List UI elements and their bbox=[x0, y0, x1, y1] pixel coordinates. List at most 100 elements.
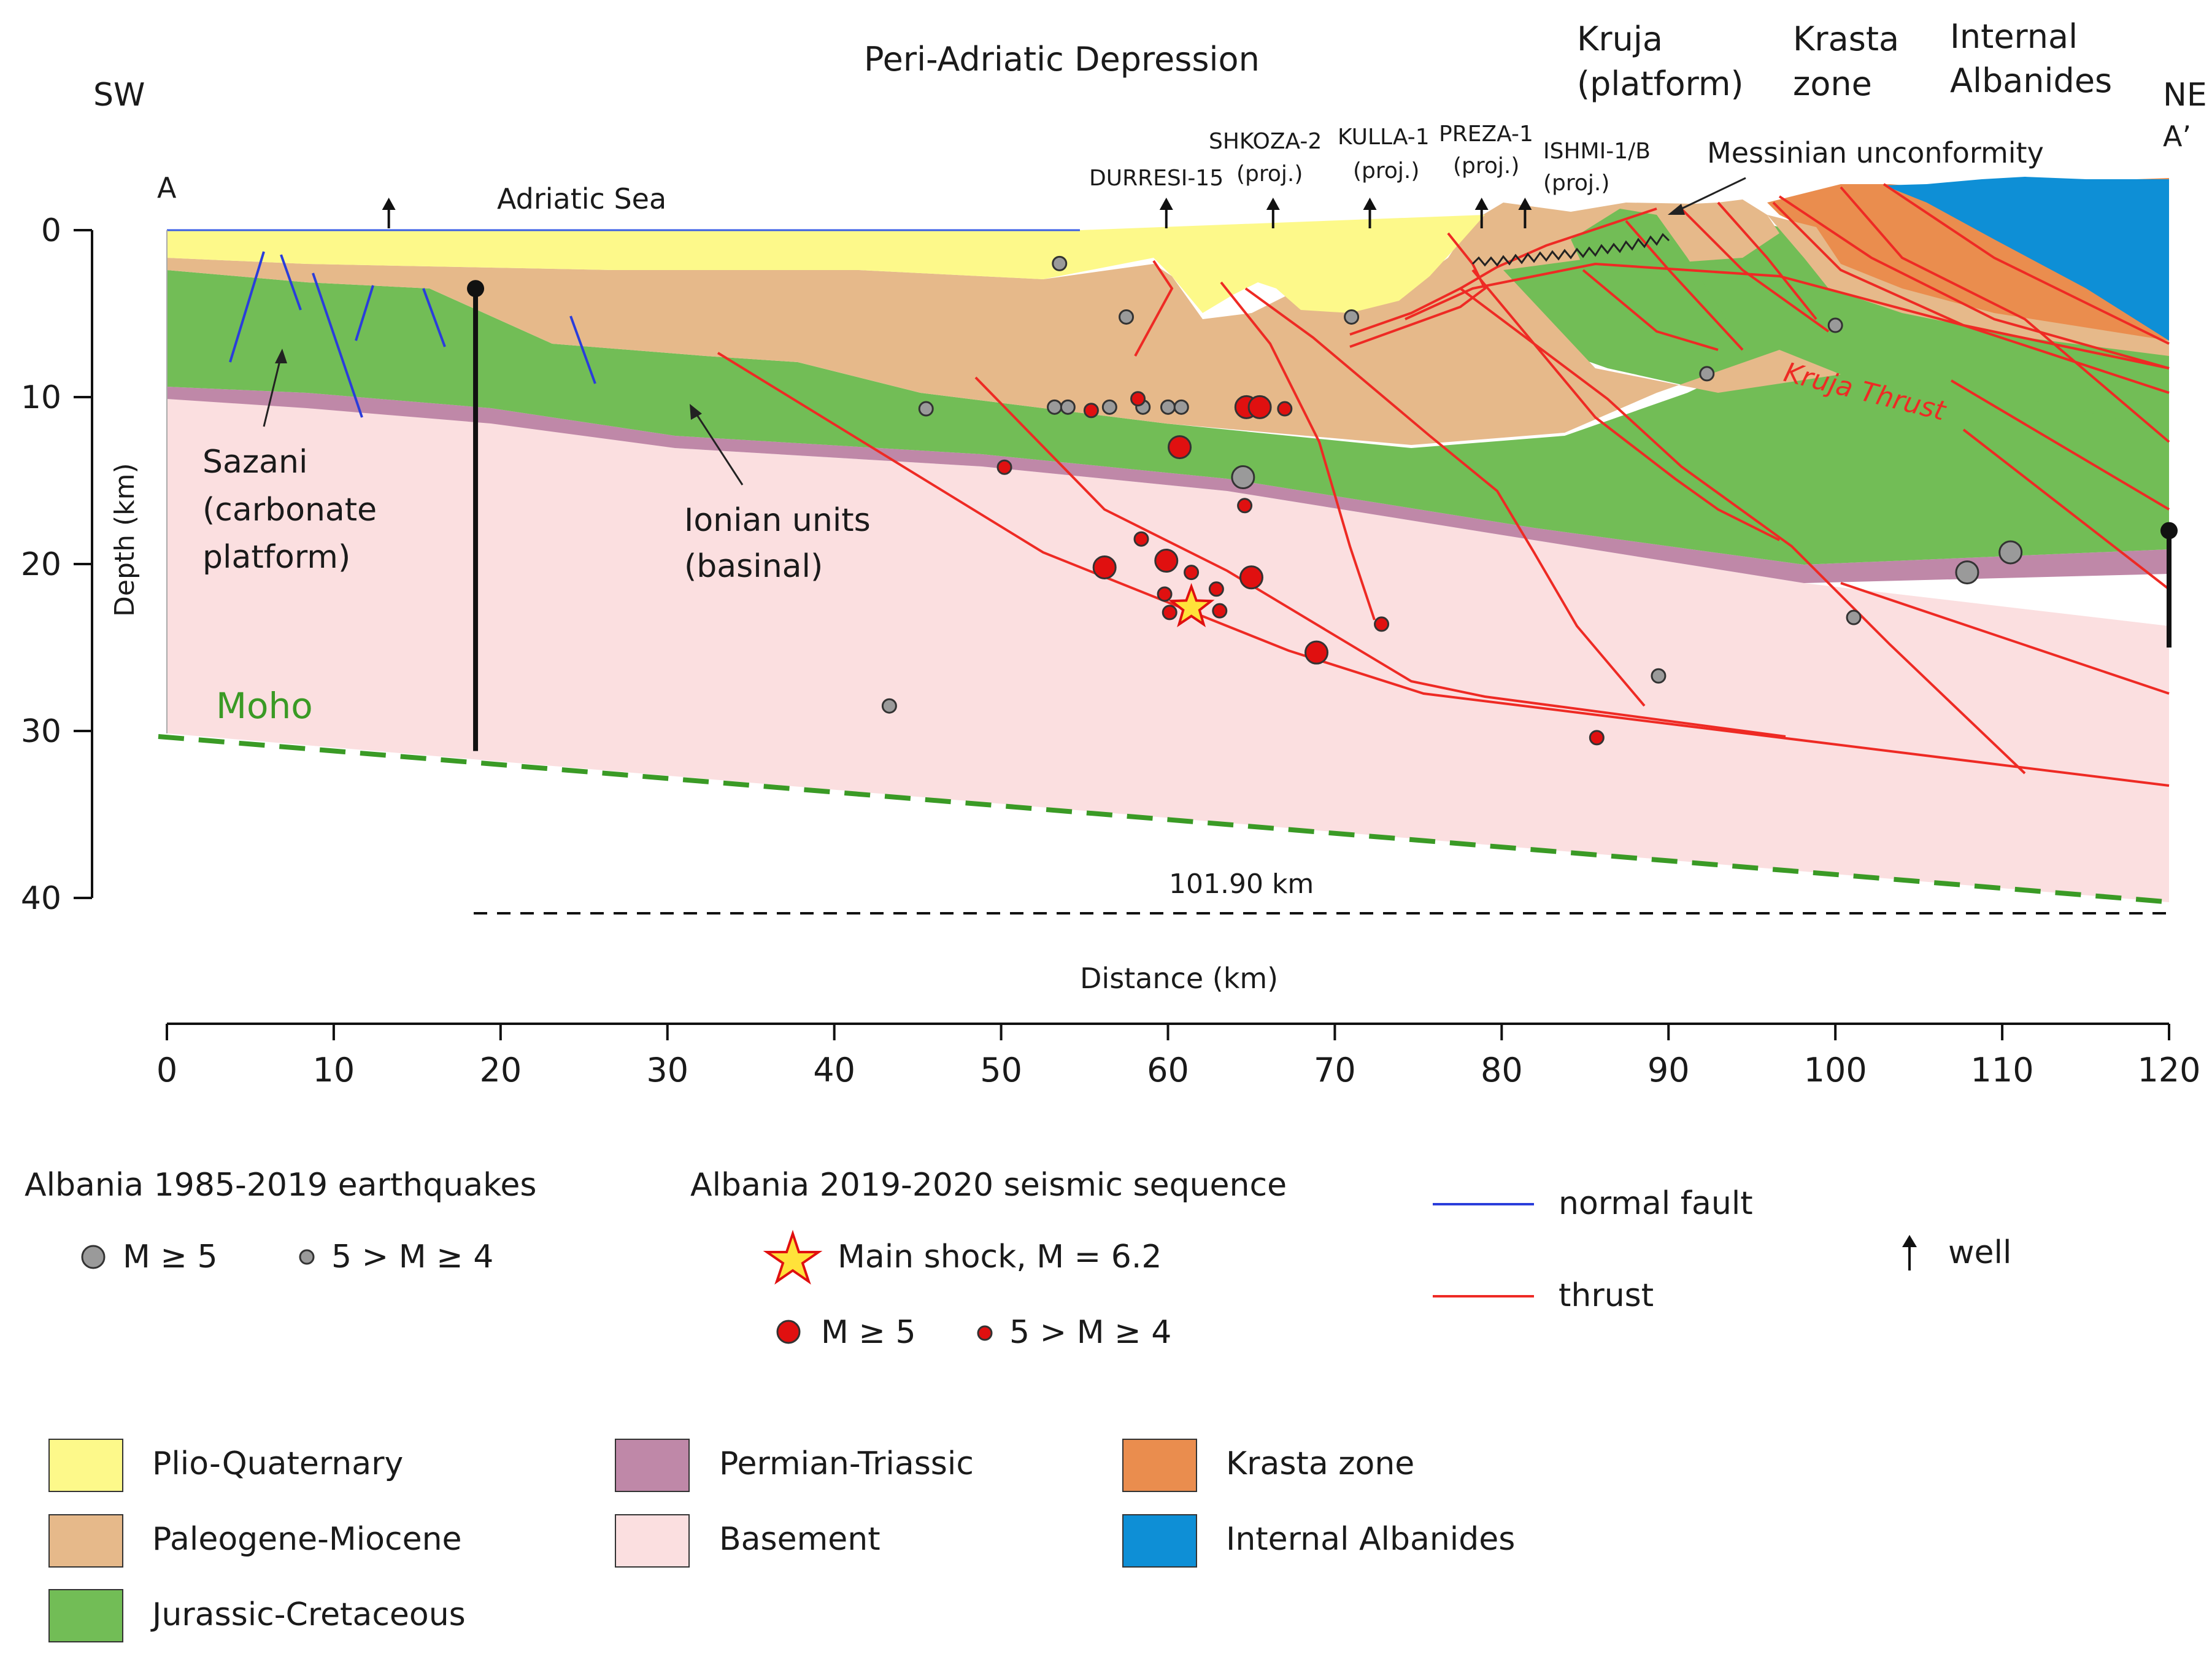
distance-tick-label: 100 bbox=[1804, 1051, 1867, 1089]
earthquake-1985-2019 bbox=[1651, 668, 1667, 684]
earthquake-2019-2020 bbox=[1208, 581, 1224, 597]
earthquake-2019-2020 bbox=[1304, 640, 1329, 665]
well-kulla-1: KULLA-1 bbox=[1338, 125, 1430, 150]
sazani-pointer-head bbox=[275, 349, 287, 363]
distance-tick-label: 110 bbox=[1971, 1051, 2034, 1089]
distance-tick-label: 10 bbox=[313, 1051, 355, 1089]
legend-internal-albanides: Internal Albanides bbox=[1226, 1521, 1515, 1558]
normal-fault bbox=[280, 254, 302, 311]
legend-old-m5-marker bbox=[81, 1245, 106, 1269]
earthquake-2019-2020 bbox=[1157, 586, 1173, 602]
swatch-krasta-zone bbox=[1122, 1439, 1197, 1492]
earthquake-1985-2019 bbox=[1052, 255, 1068, 271]
messinian-unconformity bbox=[1471, 233, 1670, 267]
depth-tick-label: 10 bbox=[21, 379, 61, 416]
unit-kruja-wedge bbox=[1571, 209, 1730, 344]
distance-ticks: 0 10 20 30 40 50 60 70 80 90 100 110 120 bbox=[156, 1024, 2201, 1089]
earthquake-1985-2019 bbox=[1047, 399, 1063, 415]
depth-ticks: 0 10 20 30 40 bbox=[21, 212, 92, 917]
unit-permian-triassic bbox=[167, 387, 2169, 583]
ionian-pointer bbox=[693, 411, 744, 485]
depth-tick-label: 30 bbox=[21, 713, 61, 750]
kruja-label-2: (platform) bbox=[1577, 64, 1744, 103]
swatch-permian-triassic bbox=[615, 1439, 690, 1492]
distance-tick-label: 70 bbox=[1314, 1051, 1356, 1089]
unit-paleogene-kruja bbox=[1767, 215, 2169, 356]
thrust-fault bbox=[1349, 232, 1487, 348]
legend-well-label: well bbox=[1948, 1234, 2011, 1271]
kruja-label-1: Kruja bbox=[1577, 20, 1663, 58]
thrust-fault bbox=[1883, 183, 2170, 345]
legend-1985-title: Albania 1985-2019 earthquakes bbox=[25, 1167, 536, 1204]
length-label: 101.90 km bbox=[1169, 868, 1314, 900]
normal-fault bbox=[229, 251, 265, 363]
thrust-fault bbox=[1349, 287, 2026, 775]
legend-jurassic-cretaceous: Jurassic-Cretaceous bbox=[150, 1596, 466, 1633]
well-shkoza-2: (proj.) bbox=[1236, 161, 1303, 187]
legend-old-m5-label: M ≥ 5 bbox=[123, 1239, 218, 1275]
earthquake-2019-2020 bbox=[1092, 555, 1117, 579]
well-durresi: DURRESI-15 bbox=[1089, 166, 1224, 191]
swatch-paleogene-miocene bbox=[48, 1514, 123, 1568]
legend-normal-fault-label: normal fault bbox=[1559, 1185, 1753, 1222]
sazani-label-2: (carbonate bbox=[202, 492, 377, 528]
legend-old-m4-label: 5 > M ≥ 4 bbox=[331, 1239, 493, 1275]
thrust-fault bbox=[1772, 201, 2170, 394]
legend-well-arrow-head bbox=[1902, 1235, 1917, 1247]
normal-fault bbox=[312, 273, 363, 418]
normal-fault bbox=[569, 315, 596, 384]
a-label: A bbox=[157, 171, 177, 204]
legend-seq-title: Albania 2019-2020 seismic sequence bbox=[690, 1167, 1287, 1204]
well-preza-1: PREZA-1 bbox=[1439, 122, 1533, 147]
legend-new-m4-marker bbox=[977, 1325, 993, 1341]
legend-krasta-zone: Krasta zone bbox=[1226, 1445, 1414, 1482]
legend-basement: Basement bbox=[719, 1521, 881, 1558]
unit-internal-albanides bbox=[1884, 177, 2169, 341]
thrust-fault bbox=[1717, 201, 1817, 320]
swatch-jurassic-cretaceous bbox=[48, 1589, 123, 1642]
earthquake-2019-2020 bbox=[1154, 549, 1179, 573]
earthquake-2019-2020 bbox=[1162, 605, 1177, 621]
krasta-label-1: Krasta bbox=[1793, 20, 1899, 58]
sazani-label-3: platform) bbox=[202, 539, 350, 576]
earthquake-2019-2020 bbox=[1277, 401, 1293, 417]
messinian-label: Messinian unconformity bbox=[1707, 136, 2044, 169]
distance-tick-label: 90 bbox=[1647, 1051, 1690, 1089]
earthquakes bbox=[881, 255, 2023, 746]
moho-label: Moho bbox=[216, 685, 313, 727]
earthquake-1985-2019 bbox=[1160, 399, 1176, 415]
thrust-fault bbox=[1582, 269, 1719, 351]
peri-adriatic-label: Peri-Adriatic Depression bbox=[864, 40, 1260, 79]
thrust-fault bbox=[1244, 287, 1646, 707]
earthquake-1985-2019 bbox=[1060, 399, 1076, 415]
thrust-fault bbox=[1405, 262, 2170, 369]
legend-new-m5-marker bbox=[776, 1320, 801, 1344]
thrust-fault bbox=[1625, 220, 1744, 351]
earthquake-1985-2019 bbox=[1231, 465, 1255, 490]
earthquake-1985-2019 bbox=[1344, 309, 1360, 325]
earthquake-2019-2020 bbox=[1130, 391, 1146, 407]
ionian-label-1: Ionian units bbox=[684, 502, 871, 539]
well-column-top bbox=[467, 280, 485, 298]
earthquake-1985-2019 bbox=[1101, 399, 1117, 415]
earthquake-2019-2020 bbox=[1184, 565, 1200, 581]
earthquake-1985-2019 bbox=[1119, 309, 1135, 325]
sazani-pointer bbox=[263, 355, 282, 427]
a-prime-label: A’ bbox=[2163, 120, 2191, 153]
well-kulla-2: (proj.) bbox=[1353, 158, 1419, 184]
earthquake-1985-2019 bbox=[1998, 540, 2023, 565]
sw-label: SW bbox=[93, 77, 145, 114]
swatch-internal-albanides bbox=[1122, 1514, 1197, 1568]
well-arrows bbox=[382, 198, 1532, 228]
thrust-fault bbox=[1134, 260, 1174, 357]
earthquake-1985-2019 bbox=[1699, 366, 1715, 382]
distance-tick-label: 50 bbox=[980, 1051, 1022, 1089]
thrust-fault bbox=[1220, 281, 1376, 621]
well-preza-2: (proj.) bbox=[1453, 153, 1519, 179]
well-ishmi-2: (proj.) bbox=[1543, 171, 1609, 196]
earthquake-2019-2020 bbox=[1168, 435, 1192, 460]
well-shkoza-1: SHKOZA-2 bbox=[1209, 129, 1322, 154]
depth-tick-label: 0 bbox=[41, 212, 61, 249]
geologic-units bbox=[167, 177, 2169, 902]
messinian-pointer bbox=[1674, 177, 1746, 213]
